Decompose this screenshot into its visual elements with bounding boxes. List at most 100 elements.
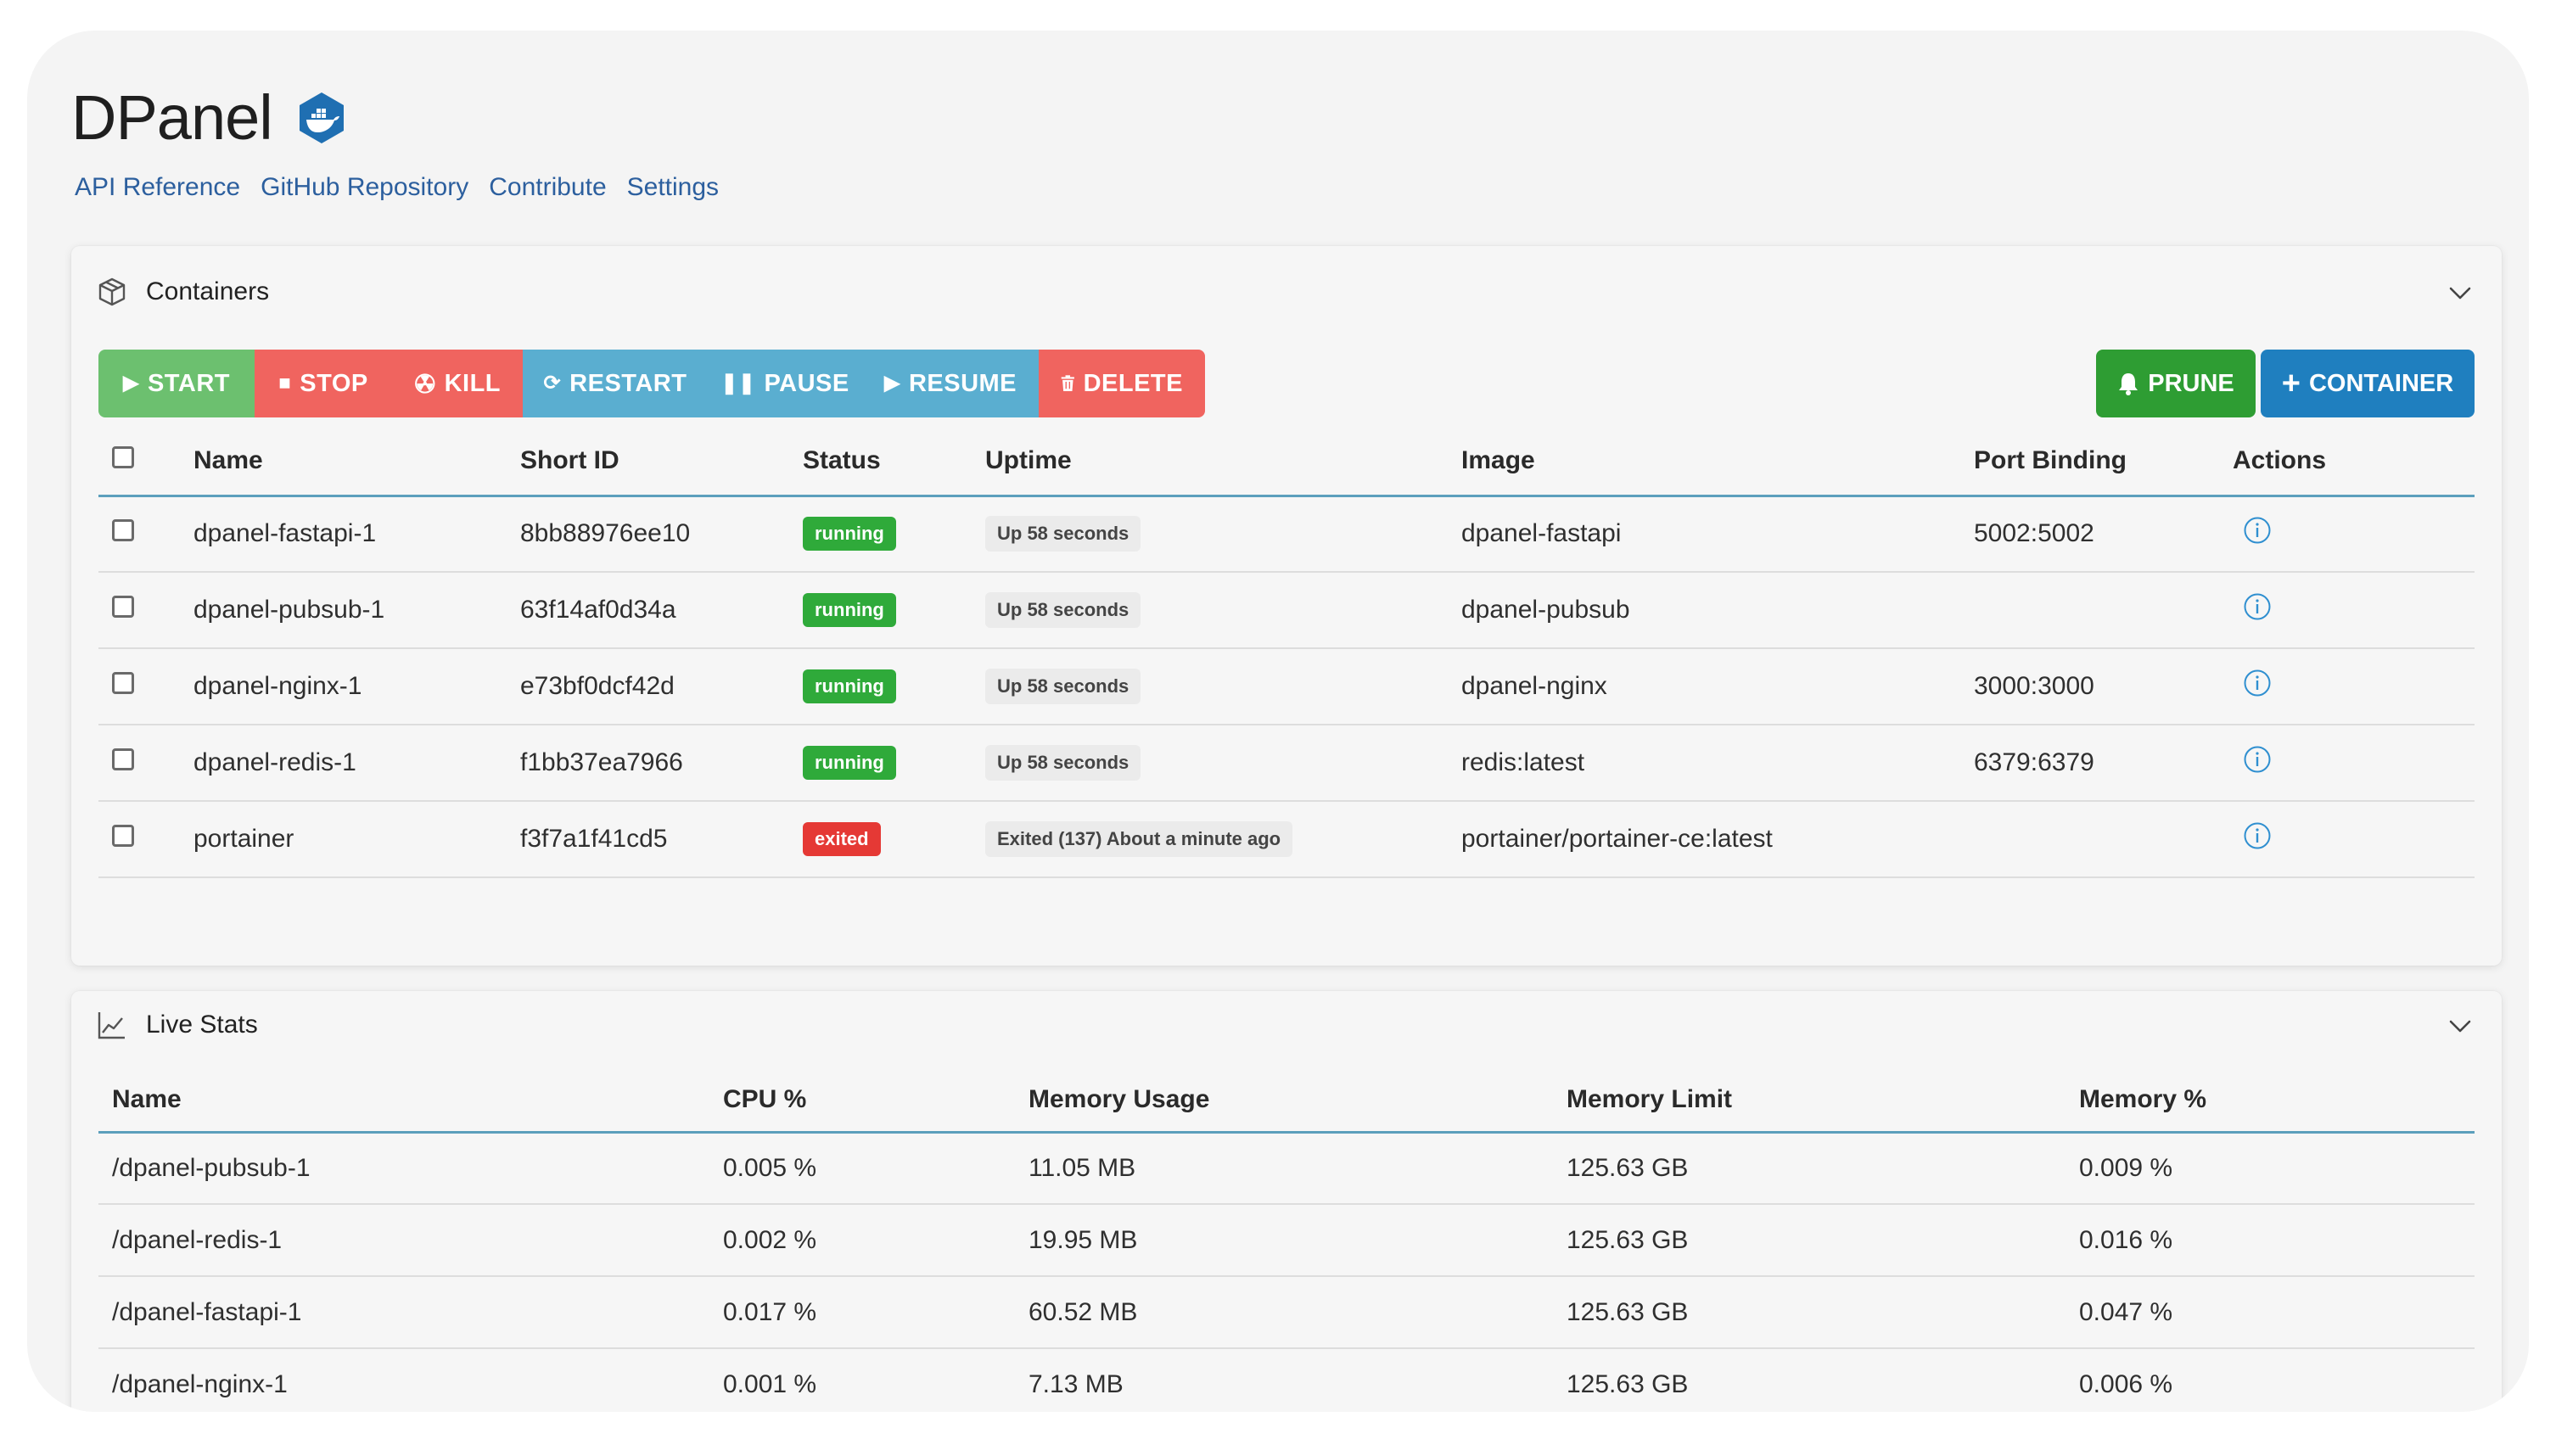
col-name[interactable]: Name <box>193 446 263 475</box>
row-checkbox[interactable] <box>112 825 134 847</box>
container-image: dpanel-pubsub <box>1461 596 1630 624</box>
stat-cpu: 0.002 % <box>723 1225 817 1254</box>
container-port <box>1974 801 2233 877</box>
container-image: dpanel-fastapi <box>1461 519 1622 548</box>
stat-memory-limit: 125.63 GB <box>1567 1369 1689 1398</box>
row-checkbox[interactable] <box>112 519 134 542</box>
info-icon[interactable] <box>2243 592 2272 621</box>
stat-memory-percent: 0.016 % <box>2079 1225 2173 1254</box>
nav-contribute-link[interactable]: Contribute <box>489 173 607 201</box>
table-row: /dpanel-nginx-1 0.001 % 7.13 MB 125.63 G… <box>98 1348 2475 1412</box>
live-stats-table: Name CPU % Memory Usage Memory Limit Mem… <box>98 1069 2475 1412</box>
container-port: 5002:5002 <box>1974 519 2094 548</box>
containers-header: Containers <box>97 277 269 307</box>
live-stats-title: Live Stats <box>146 1011 258 1039</box>
table-row: /dpanel-fastapi-1 0.017 % 60.52 MB 125.6… <box>98 1276 2475 1348</box>
container-short-id: e73bf0dcf42d <box>520 672 675 700</box>
stat-name: /dpanel-nginx-1 <box>112 1369 288 1398</box>
info-icon[interactable] <box>2243 821 2272 850</box>
container-port: 6379:6379 <box>1974 748 2094 776</box>
app-window: DPanel API Reference GitHub Repository C… <box>27 31 2529 1412</box>
row-checkbox[interactable] <box>112 748 134 770</box>
container-image: redis:latest <box>1461 748 1585 776</box>
start-label: START <box>147 369 230 397</box>
containers-title: Containers <box>146 277 270 305</box>
container-name: dpanel-redis-1 <box>193 748 356 776</box>
prune-button[interactable]: PRUNE <box>2096 350 2256 417</box>
status-badge: exited <box>803 822 881 856</box>
info-icon[interactable] <box>2243 745 2272 774</box>
table-row: dpanel-redis-1 f1bb37ea7966 running Up 5… <box>98 725 2475 801</box>
start-button[interactable]: ▶ START <box>98 350 255 417</box>
container-image: portainer/portainer-ce:latest <box>1461 825 1773 853</box>
select-all-checkbox[interactable] <box>112 446 134 469</box>
stat-memory-usage: 11.05 MB <box>1029 1153 1136 1182</box>
container-name: dpanel-nginx-1 <box>193 672 362 700</box>
live-stats-collapse-chevron-icon[interactable] <box>2447 1013 2473 1039</box>
line-chart-icon <box>98 1012 125 1039</box>
live-stats-header: Live Stats <box>97 1010 258 1040</box>
pause-icon: ❚❚ <box>720 372 756 395</box>
delete-label: DELETE <box>1083 369 1183 397</box>
nav-api-reference-link[interactable]: API Reference <box>75 173 241 201</box>
container-name: dpanel-pubsub-1 <box>193 596 385 624</box>
stat-memory-usage: 7.13 MB <box>1029 1369 1124 1398</box>
live-stats-table-header: Name CPU % Memory Usage Memory Limit Mem… <box>98 1069 2475 1132</box>
container-name: dpanel-fastapi-1 <box>193 519 377 548</box>
uptime-tag: Up 58 seconds <box>985 516 1141 552</box>
nav-settings-link[interactable]: Settings <box>626 173 720 201</box>
stat-cpu: 0.001 % <box>723 1369 817 1398</box>
play-icon: ▶ <box>883 372 900 395</box>
col-image[interactable]: Image <box>1461 446 1535 475</box>
stop-label: STOP <box>300 369 368 397</box>
stat-memory-percent: 0.009 % <box>2079 1153 2173 1182</box>
col-memory-usage[interactable]: Memory Usage <box>1029 1085 1210 1114</box>
nav-github-repository-link[interactable]: GitHub Repository <box>261 173 469 201</box>
top-nav: API Reference GitHub Repository Contribu… <box>75 173 719 202</box>
col-cpu[interactable]: CPU % <box>723 1085 807 1114</box>
add-container-button[interactable]: + CONTAINER <box>2261 350 2475 417</box>
stop-button[interactable]: ■ STOP <box>255 350 392 417</box>
uptime-tag: Up 58 seconds <box>985 669 1141 704</box>
docker-logo-icon <box>299 92 344 143</box>
col-memory-percent[interactable]: Memory % <box>2079 1085 2207 1114</box>
restart-label: RESTART <box>569 369 687 397</box>
table-row: /dpanel-redis-1 0.002 % 19.95 MB 125.63 … <box>98 1204 2475 1276</box>
info-icon[interactable] <box>2243 669 2272 697</box>
col-uptime[interactable]: Uptime <box>985 446 1072 475</box>
table-row: /dpanel-pubsub-1 0.005 % 11.05 MB 125.63… <box>98 1132 2475 1204</box>
table-row: dpanel-fastapi-1 8bb88976ee10 running Up… <box>98 496 2475 572</box>
col-status[interactable]: Status <box>803 446 881 475</box>
delete-button[interactable]: DELETE <box>1039 350 1205 417</box>
stat-cpu: 0.017 % <box>723 1297 817 1326</box>
stat-memory-usage: 60.52 MB <box>1029 1297 1138 1326</box>
col-short-id[interactable]: Short ID <box>520 446 619 475</box>
container-short-id: f1bb37ea7966 <box>520 748 683 776</box>
resume-button[interactable]: ▶ RESUME <box>862 350 1039 417</box>
stat-memory-limit: 125.63 GB <box>1567 1225 1689 1254</box>
status-badge: running <box>803 593 896 627</box>
uptime-tag: Up 58 seconds <box>985 592 1141 628</box>
containers-collapse-chevron-icon[interactable] <box>2447 280 2473 305</box>
info-icon[interactable] <box>2243 516 2272 545</box>
app-title: DPanel <box>71 82 273 153</box>
status-badge: running <box>803 746 896 780</box>
container-name: portainer <box>193 825 294 853</box>
pause-button[interactable]: ❚❚ PAUSE <box>708 350 862 417</box>
restart-button[interactable]: ⟳ RESTART <box>523 350 708 417</box>
col-port-binding[interactable]: Port Binding <box>1974 446 2127 475</box>
prune-label: PRUNE <box>2148 369 2234 397</box>
row-checkbox[interactable] <box>112 596 134 618</box>
box-icon <box>98 277 126 306</box>
stat-cpu: 0.005 % <box>723 1153 817 1182</box>
pause-label: PAUSE <box>764 369 849 397</box>
col-memory-limit[interactable]: Memory Limit <box>1567 1085 1733 1114</box>
table-row: dpanel-nginx-1 e73bf0dcf42d running Up 5… <box>98 648 2475 725</box>
kill-button[interactable]: KILL <box>392 350 523 417</box>
stat-memory-limit: 125.63 GB <box>1567 1297 1689 1326</box>
table-row: portainer f3f7a1f41cd5 exited Exited (13… <box>98 801 2475 877</box>
col-name[interactable]: Name <box>112 1085 182 1114</box>
col-actions: Actions <box>2233 446 2327 475</box>
stat-memory-usage: 19.95 MB <box>1029 1225 1138 1254</box>
row-checkbox[interactable] <box>112 672 134 694</box>
